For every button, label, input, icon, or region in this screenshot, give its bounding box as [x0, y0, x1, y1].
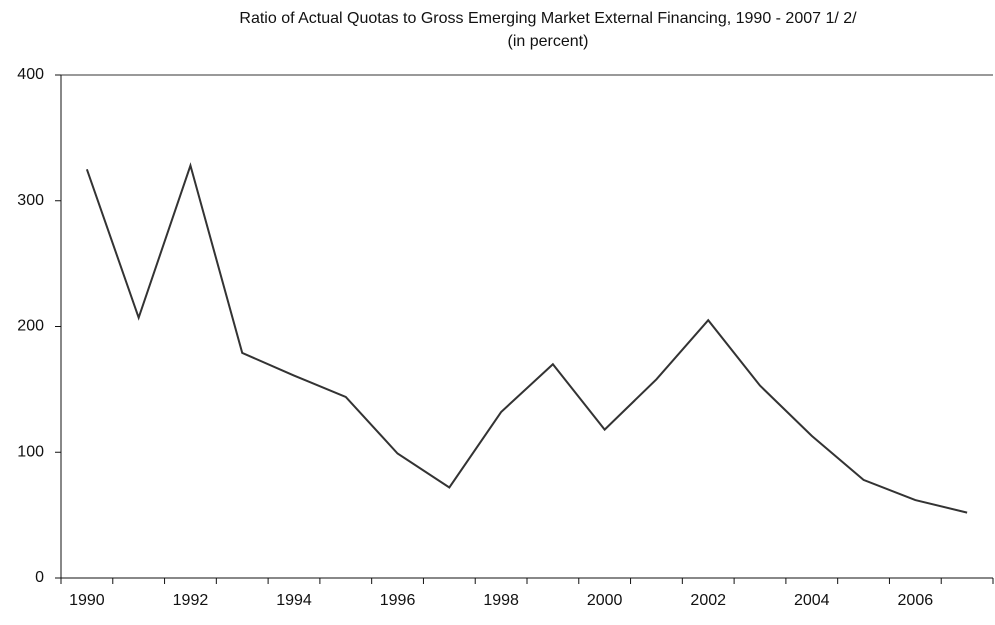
x-tick-label: 2002: [690, 592, 726, 609]
x-tick-label: 2004: [794, 592, 830, 609]
x-tick-label: 1990: [69, 592, 105, 609]
y-tick-label: 400: [17, 66, 44, 83]
chart-title: Ratio of Actual Quotas to Gross Emerging…: [239, 10, 857, 27]
data-line: [85, 162, 968, 514]
x-tick-label: 1994: [276, 592, 312, 609]
x-tick-label: 1996: [380, 592, 416, 609]
x-tick-label: 1998: [483, 592, 519, 609]
x-tick-label: 1992: [173, 592, 209, 609]
x-tick-label: 2000: [587, 592, 623, 609]
chart-subtitle: (in percent): [508, 33, 589, 50]
y-tick-label: 0: [35, 569, 44, 586]
y-tick-label: 200: [17, 318, 44, 335]
y-tick-label: 300: [17, 192, 44, 209]
x-tick-label: 2006: [898, 592, 934, 609]
y-tick-label: 100: [17, 443, 44, 460]
